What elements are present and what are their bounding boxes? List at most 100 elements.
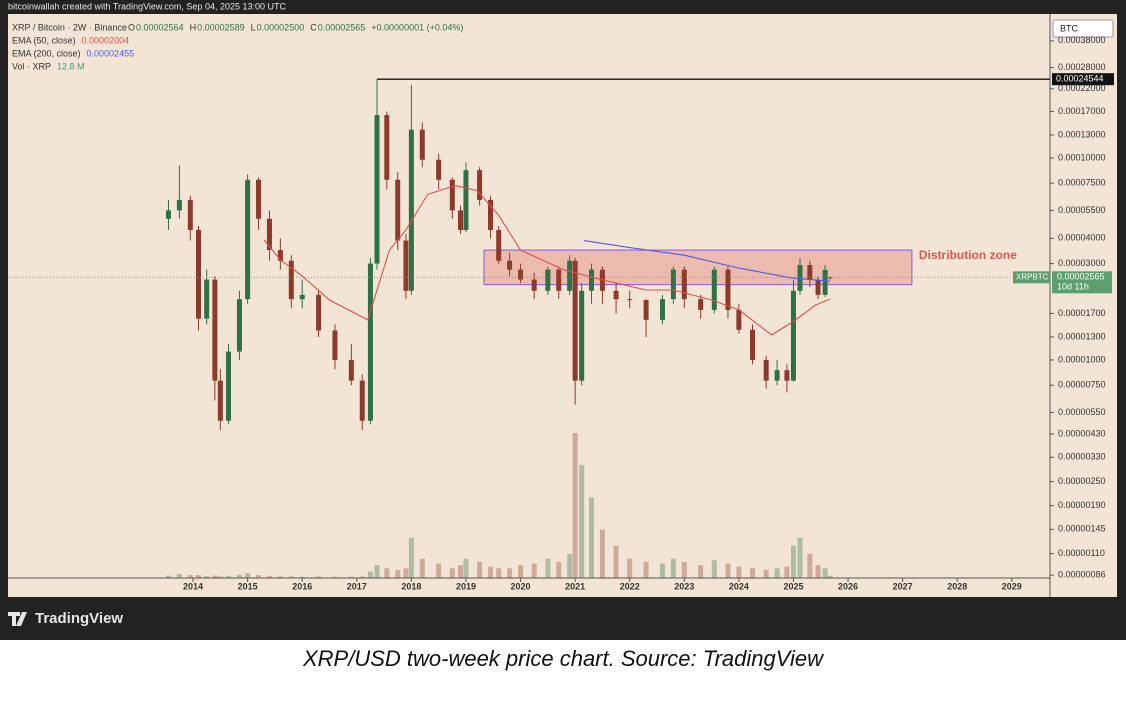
y-tick-label: 0.00000330 bbox=[1058, 452, 1106, 462]
x-tick-label: 2017 bbox=[347, 581, 367, 591]
candle-body bbox=[367, 263, 373, 421]
candle-body bbox=[477, 170, 483, 200]
indicator-value: 0.00002004 bbox=[82, 35, 130, 45]
volume-bar bbox=[403, 568, 409, 578]
candle-body bbox=[643, 300, 649, 320]
candle-body bbox=[659, 299, 665, 320]
volume-bar bbox=[488, 566, 494, 578]
candle-body bbox=[588, 269, 594, 291]
candle-body bbox=[488, 199, 494, 230]
candle bbox=[477, 167, 483, 206]
candle bbox=[299, 279, 305, 309]
candle-body bbox=[681, 269, 687, 300]
volume-bar bbox=[299, 576, 305, 578]
candle-body bbox=[359, 380, 365, 421]
volume-bar bbox=[790, 545, 796, 578]
candle bbox=[395, 172, 401, 251]
volume-bar bbox=[698, 565, 704, 578]
volume-bar bbox=[681, 561, 687, 578]
y-tick-label: 0.00005500 bbox=[1058, 205, 1106, 215]
volume-bar bbox=[457, 565, 463, 578]
candle bbox=[613, 283, 619, 314]
candle bbox=[518, 263, 524, 284]
indicator-value: 12.8 M bbox=[57, 61, 85, 71]
volume-bar bbox=[374, 565, 380, 578]
candle bbox=[545, 266, 551, 295]
candle bbox=[449, 177, 455, 219]
volume-bar bbox=[316, 576, 322, 578]
ohlc-key: H bbox=[190, 22, 197, 32]
candle-body bbox=[165, 210, 171, 219]
candle-body bbox=[419, 129, 425, 160]
volume-bar bbox=[367, 571, 373, 578]
candle bbox=[204, 269, 210, 325]
x-tick-label: 2014 bbox=[183, 581, 203, 591]
candle-body bbox=[457, 210, 463, 230]
candle bbox=[681, 266, 687, 309]
volume-bar bbox=[463, 558, 469, 578]
y-tick-label: 0.00017000 bbox=[1058, 106, 1106, 116]
candle-body bbox=[579, 290, 585, 381]
volume-bar bbox=[187, 574, 193, 578]
candle-body bbox=[711, 269, 717, 310]
x-tick-label: 2023 bbox=[674, 581, 694, 591]
candle-body bbox=[299, 294, 305, 300]
ohlc-key: C bbox=[310, 22, 317, 32]
candle bbox=[408, 84, 414, 295]
candle bbox=[763, 355, 769, 389]
distribution-zone bbox=[483, 249, 913, 286]
candle-body bbox=[236, 299, 242, 352]
candle bbox=[572, 257, 578, 405]
candle-body bbox=[348, 359, 354, 381]
volume-bar bbox=[659, 563, 665, 578]
candle-body bbox=[774, 370, 780, 381]
candle-body bbox=[403, 240, 409, 291]
candle-body bbox=[217, 380, 223, 421]
candle bbox=[790, 279, 796, 382]
candle-body bbox=[187, 199, 193, 230]
volume-bar bbox=[627, 558, 633, 578]
y-tick-label: 0.00007500 bbox=[1058, 178, 1106, 188]
volume-bar bbox=[556, 561, 562, 578]
volume-bar bbox=[797, 537, 803, 578]
volume-bar bbox=[822, 568, 828, 578]
candle-body bbox=[790, 290, 796, 381]
last-price-box bbox=[1052, 271, 1112, 294]
ema-line bbox=[263, 185, 831, 336]
ohlc-key: L bbox=[251, 22, 256, 32]
volume-bar bbox=[507, 568, 513, 578]
legend: XRP / Bitcoin · 2W · Binance O 0.00002564… bbox=[12, 22, 463, 71]
candle bbox=[226, 343, 232, 425]
candle-body bbox=[627, 299, 633, 301]
candle bbox=[384, 111, 390, 190]
candle bbox=[256, 177, 262, 230]
brand-logo bbox=[8, 612, 27, 626]
candle-body bbox=[384, 115, 390, 180]
candle-body bbox=[556, 269, 562, 291]
volume-bar bbox=[217, 576, 223, 578]
unit-box bbox=[1052, 19, 1114, 38]
volume-bar bbox=[572, 432, 578, 578]
volume-bar bbox=[531, 563, 537, 578]
candle-body bbox=[531, 279, 537, 291]
volume-bar bbox=[195, 575, 201, 578]
y-tick-label: 0.00028000 bbox=[1058, 62, 1106, 72]
volume-bar bbox=[419, 558, 425, 578]
volume-bar bbox=[408, 537, 414, 578]
volume-bar bbox=[256, 575, 262, 578]
candle bbox=[277, 238, 283, 270]
candle bbox=[711, 266, 717, 314]
y-tick-label: 0.00000110 bbox=[1058, 548, 1105, 558]
legend-symbol: XRP / Bitcoin · 2W · Binance bbox=[12, 22, 127, 32]
x-tick-label: 2018 bbox=[401, 581, 421, 591]
candle bbox=[217, 369, 223, 431]
volume-bar bbox=[496, 568, 502, 578]
candle bbox=[212, 276, 218, 401]
candle bbox=[245, 174, 251, 304]
candle-body bbox=[266, 218, 272, 251]
caption: XRP/USD two-week price chart. Source: Tr… bbox=[302, 646, 825, 671]
change: +0.00000001 (+0.04%) bbox=[371, 22, 463, 32]
volume-bar bbox=[736, 566, 742, 578]
candle bbox=[457, 205, 463, 235]
